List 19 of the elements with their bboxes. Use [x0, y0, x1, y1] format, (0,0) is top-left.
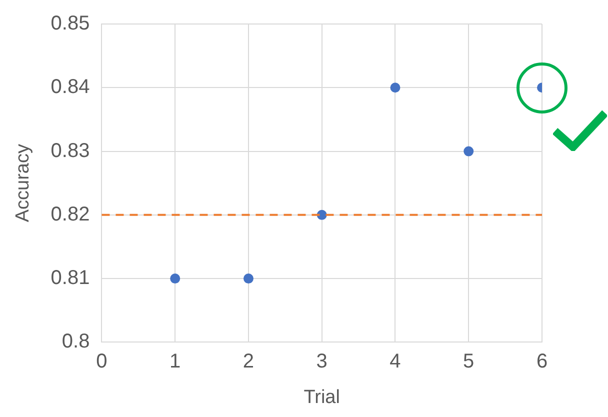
x-tick-label: 6	[536, 350, 548, 373]
y-axis-title: Accuracy	[12, 144, 34, 222]
y-tick-label: 0.8	[62, 330, 90, 353]
point	[390, 82, 400, 93]
point	[243, 274, 254, 284]
x-tick-label: 4	[390, 350, 401, 373]
x-axis-title: Trial	[304, 386, 340, 408]
x-tick-label: 1	[170, 350, 181, 373]
point	[170, 274, 180, 284]
x-tick-label: 3	[316, 350, 328, 373]
y-tick-label: 0.84	[50, 76, 90, 98]
y-tick-label: 0.85	[50, 12, 90, 35]
x-tick-label: 2	[242, 350, 254, 373]
y-tick-label: 0.81	[50, 267, 90, 290]
x-tick-label: 5	[463, 350, 474, 373]
y-tick-label: 0.82	[50, 203, 90, 226]
y-tick-label: 0.83	[50, 140, 90, 162]
point	[464, 146, 474, 156]
x-tick-label: 0	[96, 350, 108, 373]
